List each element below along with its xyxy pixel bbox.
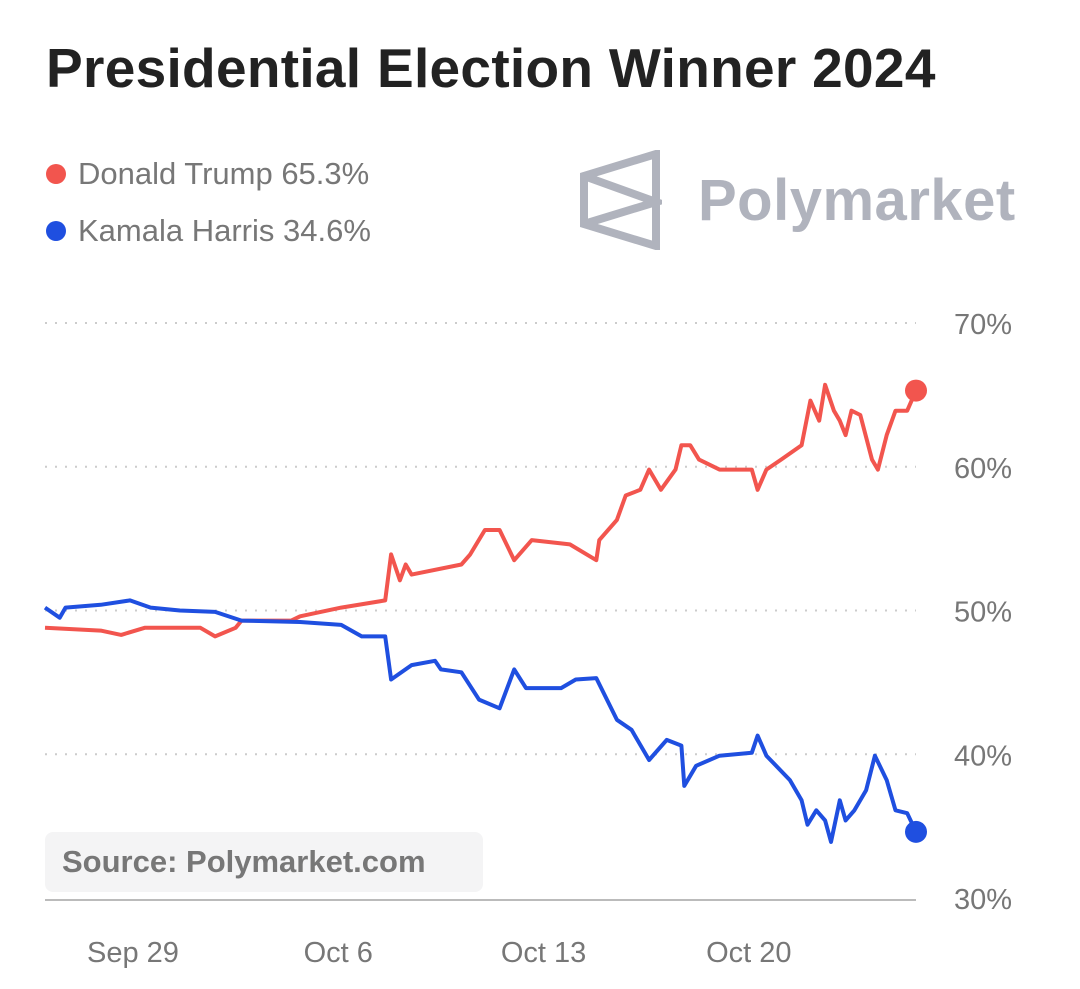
- series-endpoint-harris: [905, 820, 927, 843]
- series-endpoint-trump: [905, 379, 927, 402]
- legend-item-harris: Kamala Harris 34.6%: [46, 213, 371, 249]
- y-tick-label: 60%: [954, 453, 1012, 485]
- y-tick-label: 50%: [954, 597, 1012, 629]
- source-label: Source: Polymarket.com: [45, 832, 483, 892]
- y-tick-label: 30%: [954, 884, 1012, 916]
- trump-legend-dot-icon: [46, 164, 66, 184]
- y-tick-label: 40%: [954, 740, 1012, 772]
- polymarket-logo-icon: [580, 150, 662, 250]
- series-line-harris: [43, 598, 918, 844]
- x-tick-label: Oct 20: [706, 937, 791, 969]
- x-tick-label: Oct 6: [304, 937, 373, 969]
- logo-text: Polymarket: [698, 167, 1016, 233]
- x-tick-label: Oct 13: [501, 937, 586, 969]
- series-line-trump: [44, 382, 918, 639]
- y-tick-label: 70%: [954, 309, 1012, 341]
- legend-item-trump: Donald Trump 65.3%: [46, 156, 369, 192]
- chart-title: Presidential Election Winner 2024: [46, 37, 936, 99]
- legend-label-harris: Kamala Harris 34.6%: [78, 213, 371, 248]
- legend-label-trump: Donald Trump 65.3%: [78, 156, 370, 191]
- x-tick-label: Sep 29: [87, 937, 179, 969]
- polymarket-logo: Polymarket: [578, 150, 1016, 250]
- harris-legend-dot-icon: [46, 221, 66, 241]
